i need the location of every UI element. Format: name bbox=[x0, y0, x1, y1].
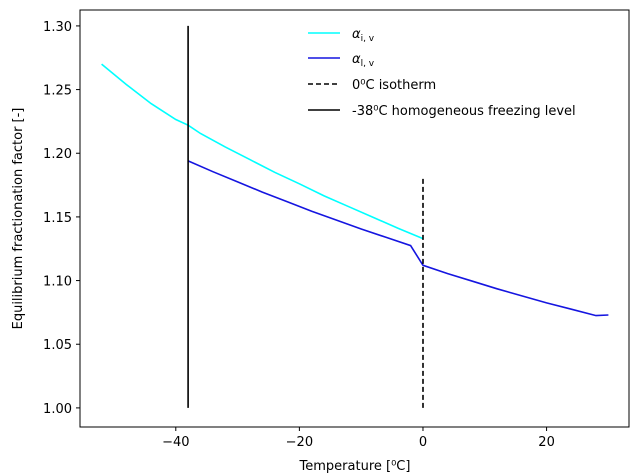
y-tick-label: 1.15 bbox=[43, 211, 72, 226]
y-tick-label: 1.05 bbox=[43, 338, 72, 353]
legend-label-3: -38⁰C homogeneous freezing level bbox=[352, 104, 576, 119]
x-tick-label: −20 bbox=[286, 435, 313, 450]
y-tick-label: 1.10 bbox=[43, 275, 72, 290]
legend-label-2: 0⁰C isotherm bbox=[352, 78, 436, 93]
series-layer bbox=[101, 25, 609, 408]
series-line-0 bbox=[101, 63, 424, 240]
x-tick-label: −40 bbox=[162, 435, 189, 450]
series-line-1 bbox=[187, 160, 609, 317]
legend-label-1: αl, v bbox=[352, 52, 375, 69]
x-tick-label: 20 bbox=[538, 435, 555, 450]
legend: αi, v αl, v 0⁰C isotherm -38⁰C homogeneous … bbox=[308, 27, 576, 119]
x-axis-label: Temperature [⁰C] bbox=[299, 459, 411, 474]
plot-frame bbox=[79, 9, 630, 428]
y-tick-label: 1.25 bbox=[43, 84, 72, 99]
legend-label-0: αi, v bbox=[352, 27, 375, 44]
y-tick-label: 1.20 bbox=[43, 147, 72, 162]
y-tick-label: 1.00 bbox=[43, 402, 72, 417]
y-axis-label: Equilibrium fractionation factor [-] bbox=[11, 108, 26, 330]
x-tick-label: 0 bbox=[419, 435, 427, 450]
y-tick-label: 1.30 bbox=[43, 20, 72, 35]
axis-ticks: −40 −20 0 20 1.00 1.05 1.10 1.15 1.20 1.25 1.30 bbox=[43, 20, 555, 450]
